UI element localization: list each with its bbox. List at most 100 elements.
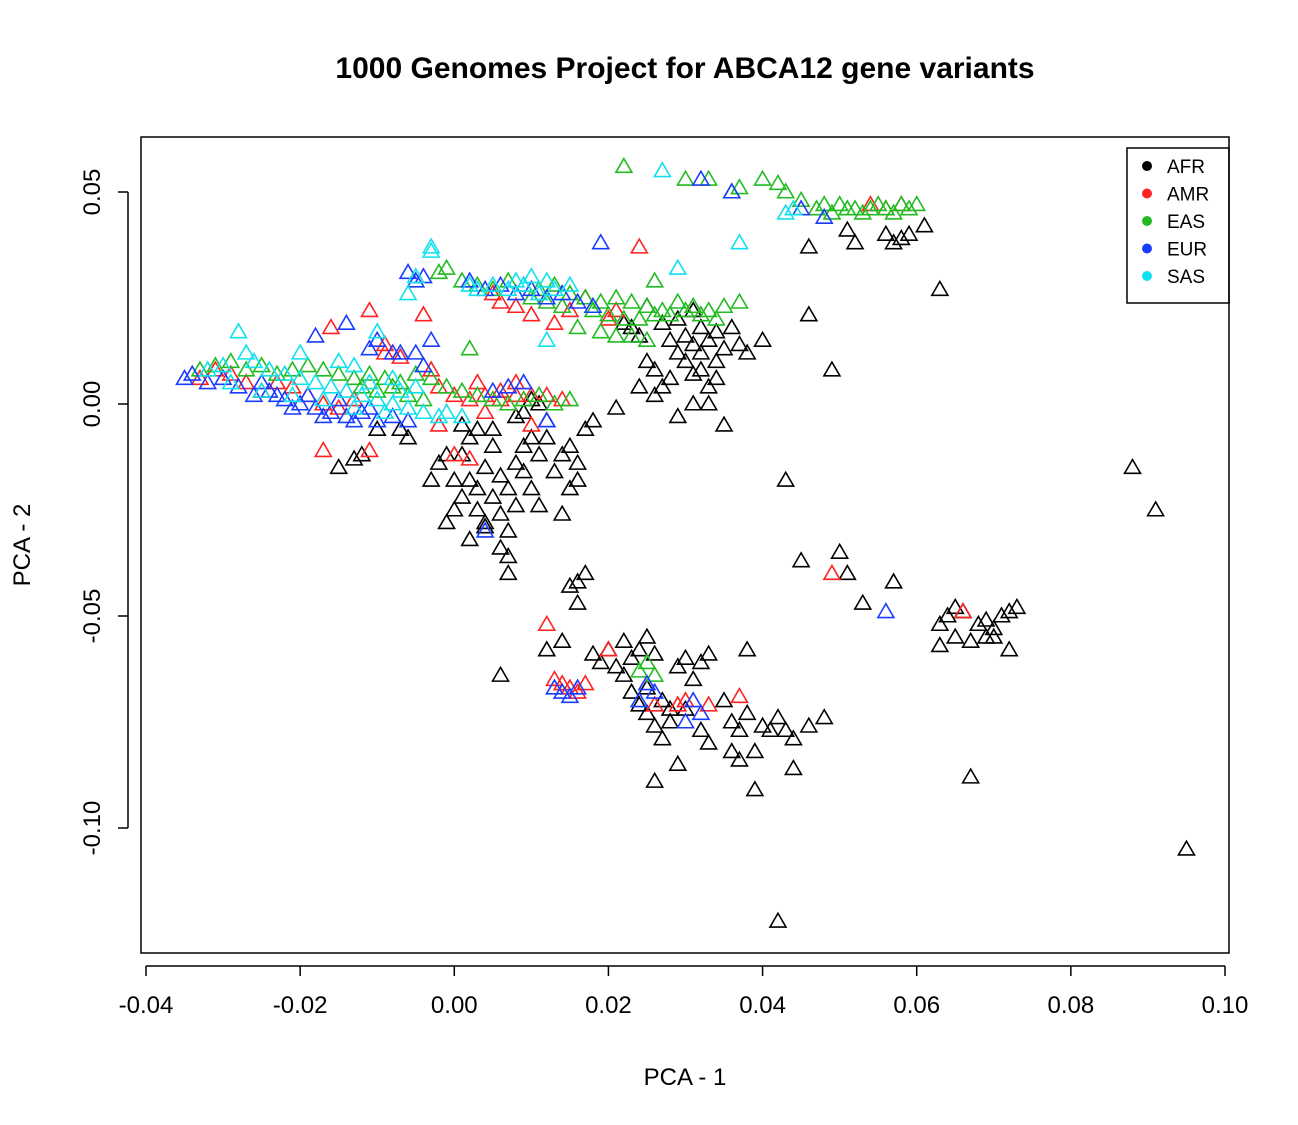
- point-afr: [521, 428, 541, 445]
- legend-marker-afr: [1142, 161, 1152, 171]
- point-eas: [629, 661, 649, 678]
- point-eas: [614, 156, 634, 174]
- point-afr: [668, 407, 688, 424]
- point-afr: [460, 530, 480, 547]
- point-afr: [706, 352, 726, 369]
- point-afr: [699, 377, 719, 394]
- point-afr: [437, 513, 456, 530]
- point-amr: [506, 296, 526, 314]
- point-sas: [259, 360, 279, 377]
- point-afr: [699, 394, 719, 411]
- point-afr: [945, 597, 965, 615]
- point-amr: [953, 602, 973, 619]
- y-tick-label: 0.00: [79, 381, 106, 428]
- series-afr: [329, 216, 1196, 928]
- point-afr: [668, 754, 688, 771]
- point-eur: [198, 373, 218, 390]
- point-afr: [498, 521, 518, 538]
- point-sas: [421, 241, 441, 258]
- point-afr: [791, 551, 811, 568]
- point-eas: [706, 309, 726, 326]
- point-afr: [984, 619, 1004, 636]
- point-eas: [645, 271, 665, 288]
- point-afr: [884, 572, 903, 589]
- point-sas: [498, 279, 518, 297]
- point-afr: [722, 318, 742, 335]
- point-eur: [182, 364, 202, 381]
- point-afr: [822, 360, 842, 377]
- point-afr: [776, 720, 796, 738]
- point-amr: [822, 564, 842, 581]
- point-eas: [367, 381, 387, 398]
- point-afr: [637, 703, 657, 721]
- point-afr: [552, 631, 572, 649]
- point-afr: [652, 729, 672, 746]
- point-eur: [475, 521, 495, 538]
- point-eur: [537, 411, 557, 428]
- point-eur: [321, 402, 341, 420]
- point-eas: [352, 377, 372, 394]
- point-afr: [537, 428, 557, 445]
- point-eas: [383, 377, 403, 394]
- point-afr: [876, 224, 896, 241]
- x-tick-label: 0.04: [739, 992, 786, 1019]
- point-amr: [483, 284, 503, 301]
- x-axis-label: PCA - 1: [644, 1064, 727, 1091]
- point-eur: [344, 411, 364, 428]
- point-eur: [336, 313, 356, 331]
- point-eas: [298, 356, 318, 373]
- point-afr: [976, 627, 996, 644]
- point-amr: [190, 368, 210, 386]
- point-eas: [591, 292, 611, 309]
- point-afr: [714, 415, 734, 432]
- point-eur: [591, 233, 611, 250]
- point-eas: [845, 199, 865, 216]
- point-afr: [344, 449, 364, 466]
- point-amr: [568, 682, 587, 699]
- point-afr: [645, 385, 665, 403]
- x-tick-label: 0.10: [1202, 992, 1249, 1019]
- point-afr: [614, 313, 634, 331]
- point-afr: [498, 547, 518, 564]
- point-afr: [714, 339, 734, 356]
- point-afr: [498, 479, 518, 496]
- point-sas: [283, 385, 302, 403]
- y-axis-label: PCA - 2: [9, 504, 36, 587]
- point-eas: [552, 296, 572, 314]
- point-eas: [753, 169, 772, 186]
- point-eas: [637, 296, 657, 314]
- point-eur: [414, 356, 433, 373]
- point-afr: [352, 445, 372, 462]
- legend-marker-sas: [1142, 271, 1152, 281]
- point-eas: [599, 305, 618, 322]
- point-eas: [637, 330, 657, 347]
- point-afr: [992, 606, 1011, 623]
- x-tick-label: 0.02: [585, 992, 632, 1019]
- point-afr: [730, 335, 749, 352]
- point-afr: [837, 220, 857, 237]
- point-amr: [599, 309, 618, 326]
- point-sas: [406, 267, 426, 284]
- point-eas: [907, 195, 927, 212]
- point-afr: [614, 665, 634, 682]
- point-amr: [645, 695, 665, 712]
- point-afr: [745, 742, 765, 759]
- point-eur: [336, 407, 356, 424]
- point-sas: [383, 394, 403, 411]
- point-eas: [822, 203, 842, 220]
- point-eur: [390, 343, 410, 360]
- plot-frame: [140, 136, 1230, 954]
- point-sas: [506, 271, 526, 288]
- point-afr: [976, 610, 996, 627]
- point-sas: [521, 267, 541, 284]
- point-afr: [660, 712, 680, 729]
- point-afr: [691, 343, 711, 360]
- point-afr: [537, 640, 557, 657]
- point-sas: [421, 237, 441, 254]
- point-afr: [961, 631, 981, 649]
- point-eur: [367, 330, 387, 347]
- point-eur: [383, 407, 403, 424]
- point-eur: [645, 682, 665, 699]
- point-afr: [560, 576, 580, 593]
- point-afr: [529, 445, 549, 462]
